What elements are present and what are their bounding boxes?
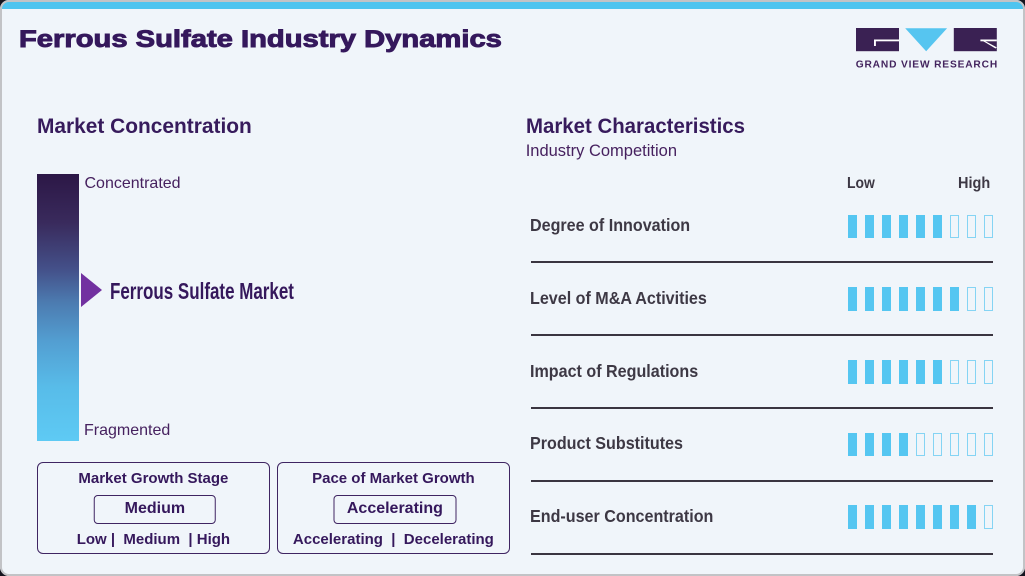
svg-text:GRAND VIEW RESEARCH: GRAND VIEW RESEARCH <box>856 59 998 70</box>
